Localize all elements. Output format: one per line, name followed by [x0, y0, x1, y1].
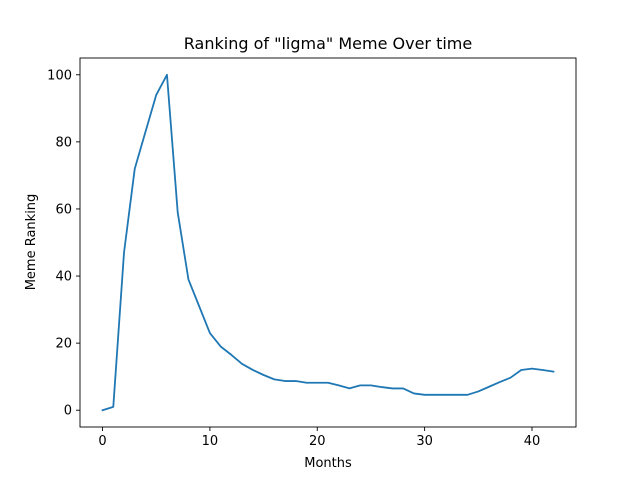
axes-frame [79, 57, 577, 428]
x-tick-label-30: 30 [416, 434, 433, 449]
x-tick-label-40: 40 [524, 434, 541, 449]
y-tick-label-40: 40 [55, 270, 72, 285]
x-tick-label-0: 0 [98, 434, 106, 449]
x-tick-label-20: 20 [309, 434, 326, 449]
y-axis-label: Meme Ranking [24, 194, 39, 291]
series-line-0 [101, 73, 555, 412]
x-axis-label: Months [304, 456, 352, 471]
y-tick-label-20: 20 [55, 337, 72, 352]
chart-title: Ranking of "ligma" Meme Over time [184, 34, 472, 53]
y-tick-label-0: 0 [64, 404, 72, 419]
x-tick-label-10: 10 [202, 434, 219, 449]
y-tick-label-100: 100 [47, 68, 72, 83]
plot-area: 0 10 20 30 40 0 20 40 60 80 100 [47, 57, 577, 449]
y-tick-label-80: 80 [55, 135, 72, 150]
y-tick-label-60: 60 [55, 202, 72, 217]
